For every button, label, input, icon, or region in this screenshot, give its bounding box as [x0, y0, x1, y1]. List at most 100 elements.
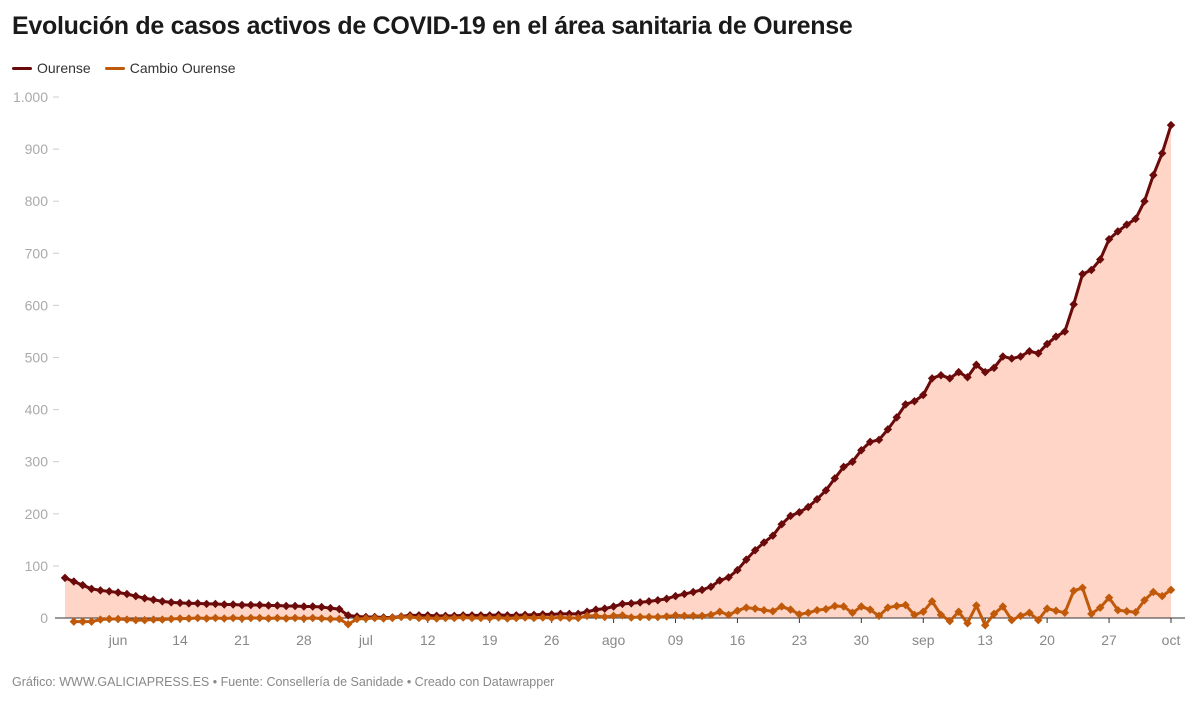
data-point — [998, 602, 1008, 611]
legend-label: Ourense — [37, 60, 91, 76]
data-point — [1025, 608, 1034, 618]
x-tick-label: 19 — [482, 632, 498, 648]
y-tick-label: 400 — [25, 402, 49, 418]
data-point — [680, 611, 689, 621]
data-point — [812, 605, 822, 615]
data-point — [405, 612, 415, 622]
data-point — [1007, 354, 1016, 363]
data-point — [299, 614, 309, 623]
data-point — [600, 612, 609, 622]
data-point — [1016, 352, 1025, 361]
data-point — [538, 613, 548, 622]
data-point — [423, 613, 433, 623]
data-point — [1034, 349, 1043, 358]
x-tick-label: 27 — [1101, 632, 1117, 648]
data-point — [370, 613, 379, 623]
data-point — [432, 614, 441, 623]
data-point — [281, 601, 291, 611]
data-point — [688, 587, 698, 597]
data-point — [989, 363, 999, 373]
data-point — [485, 613, 494, 623]
data-point — [768, 531, 778, 540]
data-point — [494, 613, 503, 622]
data-point — [662, 612, 671, 621]
y-tick-label: 1.000 — [13, 89, 48, 105]
data-point — [635, 598, 645, 607]
x-tick-label: 13 — [977, 632, 993, 648]
data-point — [662, 594, 671, 603]
data-point — [644, 597, 654, 606]
data-point — [644, 612, 654, 622]
data-point — [1042, 604, 1052, 613]
x-tick-label: 12 — [420, 632, 436, 648]
data-point — [582, 611, 592, 621]
data-point — [980, 367, 990, 377]
x-tick-label: jul — [358, 632, 373, 648]
x-tick-label: jun — [108, 632, 128, 648]
y-tick-label: 900 — [25, 141, 49, 157]
data-point — [290, 613, 300, 623]
data-point — [733, 565, 742, 575]
data-point — [1131, 608, 1140, 617]
data-point — [556, 613, 565, 622]
data-point — [326, 603, 335, 613]
data-point — [706, 610, 716, 620]
data-point — [697, 585, 707, 595]
x-tick-label: 26 — [544, 632, 560, 648]
data-point — [653, 612, 663, 622]
y-tick-label: 200 — [25, 506, 49, 522]
data-point — [441, 613, 450, 623]
data-point — [503, 614, 512, 623]
y-tick-label: 0 — [40, 610, 48, 626]
data-point — [273, 601, 282, 610]
data-point — [812, 494, 822, 504]
legend-item-ourense: Ourense — [12, 60, 91, 76]
data-point — [821, 486, 831, 495]
data-point — [786, 511, 795, 521]
data-point — [803, 608, 813, 618]
data-point — [273, 613, 282, 623]
data-point — [954, 367, 963, 377]
data-point — [857, 602, 866, 611]
data-point — [635, 612, 645, 622]
data-point — [1007, 615, 1016, 625]
data-point — [1149, 587, 1158, 597]
data-point — [467, 613, 477, 623]
data-point — [352, 614, 362, 624]
data-point — [963, 618, 972, 628]
data-point — [379, 614, 388, 623]
data-point — [901, 400, 910, 409]
data-point — [839, 602, 848, 611]
data-point — [618, 599, 627, 609]
data-point — [520, 613, 530, 622]
data-point — [874, 435, 884, 445]
data-point — [326, 614, 335, 624]
x-tick-label: 09 — [668, 632, 684, 648]
data-point — [388, 613, 397, 623]
data-point — [78, 617, 87, 626]
data-point — [892, 413, 901, 422]
x-tick-label: ago — [602, 632, 626, 648]
data-point — [803, 502, 813, 512]
data-point — [343, 620, 353, 629]
data-point — [1157, 591, 1167, 601]
data-point — [795, 610, 804, 619]
data-point — [786, 605, 795, 614]
data-point — [742, 603, 751, 612]
data-point — [255, 613, 264, 623]
data-point — [335, 614, 344, 624]
data-point — [936, 370, 946, 380]
data-point — [830, 474, 840, 483]
data-point — [768, 606, 778, 616]
data-point — [759, 605, 769, 615]
data-point — [715, 607, 724, 616]
data-point — [892, 601, 901, 611]
y-tick-label: 300 — [25, 454, 49, 470]
data-point — [1166, 120, 1176, 130]
data-point — [883, 603, 893, 612]
legend: Ourense Cambio Ourense — [12, 60, 236, 76]
y-tick-label: 700 — [25, 245, 49, 261]
data-point — [998, 352, 1008, 361]
data-point — [795, 507, 804, 517]
data-point — [733, 606, 742, 615]
